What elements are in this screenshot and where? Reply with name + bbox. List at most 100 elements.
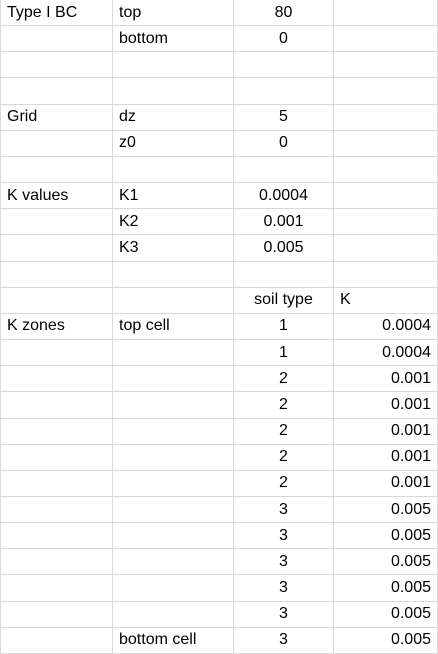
cell-r20-c3[interactable]: 3 [234,496,334,524]
cell-r22-c2[interactable] [113,549,234,576]
cell-r7-c2[interactable] [113,156,234,184]
cell-r1-c2[interactable]: top [113,0,234,27]
cell-r25-c2[interactable]: bottom cell [113,627,234,654]
cell-r24-c4[interactable]: 0.005 [334,601,438,628]
cell-r15-c3[interactable]: 2 [234,366,334,393]
cell-r19-c3[interactable]: 2 [234,470,334,497]
cell-r12-c3[interactable]: soil type [234,287,334,314]
cell-r17-c1[interactable] [0,418,113,445]
cell-r18-c4[interactable]: 0.001 [334,444,438,471]
cell-r14-c2[interactable] [113,340,234,367]
cell-r15-c1[interactable] [0,366,113,393]
cell-r14-c1[interactable] [0,340,113,367]
cell-r15-c2[interactable] [113,366,234,393]
cell-r23-c2[interactable] [113,575,234,602]
cell-r6-c3[interactable]: 0 [234,130,334,157]
cell-r25-c3[interactable]: 3 [234,627,334,654]
cell-r12-c4[interactable]: K [334,287,438,314]
cell-r23-c3[interactable]: 3 [234,575,334,602]
cell-r13-c2[interactable]: top cell [113,313,234,341]
cell-r8-c1[interactable]: K values [0,183,113,210]
cell-r6-c4[interactable] [334,130,438,157]
cell-r5-c2[interactable]: dz [113,104,234,131]
cell-r21-c3[interactable]: 3 [234,523,334,550]
cell-r15-c4[interactable]: 0.001 [334,366,438,393]
cell-r24-c2[interactable] [113,601,234,628]
cell-r8-c3[interactable]: 0.0004 [234,183,334,210]
cell-r24-c1[interactable] [0,601,113,628]
cell-r1-c1[interactable]: Type I BC [0,0,113,27]
cell-r11-c4[interactable] [334,261,438,288]
cell-r2-c3[interactable]: 0 [234,26,334,53]
cell-r18-c3[interactable]: 2 [234,444,334,471]
cell-r4-c4[interactable] [334,78,438,105]
cell-r21-c1[interactable] [0,523,113,550]
cell-r11-c3[interactable] [234,261,334,288]
cell-r20-c4[interactable]: 0.005 [334,496,438,524]
cell-r12-c2[interactable] [113,287,234,314]
cell-r1-c4[interactable] [334,0,438,27]
cell-r10-c4[interactable] [334,235,438,262]
cell-r16-c2[interactable] [113,392,234,419]
cell-r18-c1[interactable] [0,444,113,471]
cell-r7-c4[interactable] [334,156,438,184]
cell-r16-c1[interactable] [0,392,113,419]
cell-r20-c2[interactable] [113,496,234,524]
cell-r20-c1[interactable] [0,496,113,524]
cell-r8-c2[interactable]: K1 [113,183,234,210]
cell-r23-c1[interactable] [0,575,113,602]
cell-r10-c1[interactable] [0,235,113,262]
cell-r10-c2[interactable]: K3 [113,235,234,262]
cell-r14-c4[interactable]: 0.0004 [334,340,438,367]
cell-r9-c3[interactable]: 0.001 [234,209,334,236]
cell-r25-c4[interactable]: 0.005 [334,627,438,654]
cell-r7-c1[interactable] [0,156,113,184]
cell-r13-c4[interactable]: 0.0004 [334,313,438,341]
cell-r5-c1[interactable]: Grid [0,104,113,131]
cell-r19-c2[interactable] [113,470,234,497]
cell-r17-c2[interactable] [113,418,234,445]
cell-r3-c4[interactable] [334,52,438,79]
cell-r16-c3[interactable]: 2 [234,392,334,419]
cell-r2-c4[interactable] [334,26,438,53]
cell-r13-c3[interactable]: 1 [234,313,334,341]
cell-r10-c3[interactable]: 0.005 [234,235,334,262]
cell-r12-c1[interactable] [0,287,113,314]
cell-r1-c3[interactable]: 80 [234,0,334,27]
cell-r18-c2[interactable] [113,444,234,471]
cell-r7-c3[interactable] [234,156,334,184]
cell-r6-c2[interactable]: z0 [113,130,234,157]
cell-r11-c2[interactable] [113,261,234,288]
cell-r11-c1[interactable] [0,261,113,288]
cell-r23-c4[interactable]: 0.005 [334,575,438,602]
cell-r19-c4[interactable]: 0.001 [334,470,438,497]
cell-r24-c3[interactable]: 3 [234,601,334,628]
cell-r4-c3[interactable] [234,78,334,105]
cell-r3-c3[interactable] [234,52,334,79]
cell-r21-c4[interactable]: 0.005 [334,523,438,550]
cell-r9-c1[interactable] [0,209,113,236]
cell-r17-c4[interactable]: 0.001 [334,418,438,445]
cell-r5-c4[interactable] [334,104,438,131]
cell-r5-c3[interactable]: 5 [234,104,334,131]
cell-r21-c2[interactable] [113,523,234,550]
cell-r4-c1[interactable] [0,78,113,105]
cell-r3-c2[interactable] [113,52,234,79]
cell-r2-c1[interactable] [0,26,113,53]
cell-r4-c2[interactable] [113,78,234,105]
cell-r14-c3[interactable]: 1 [234,340,334,367]
cell-r22-c3[interactable]: 3 [234,549,334,576]
cell-r17-c3[interactable]: 2 [234,418,334,445]
cell-r9-c4[interactable] [334,209,438,236]
cell-r2-c2[interactable]: bottom [113,26,234,53]
cell-r6-c1[interactable] [0,130,113,157]
cell-r3-c1[interactable] [0,52,113,79]
cell-r19-c1[interactable] [0,470,113,497]
cell-r16-c4[interactable]: 0.001 [334,392,438,419]
cell-r13-c1[interactable]: K zones [0,313,113,341]
cell-r22-c1[interactable] [0,549,113,576]
cell-r9-c2[interactable]: K2 [113,209,234,236]
cell-r8-c4[interactable] [334,183,438,210]
cell-r22-c4[interactable]: 0.005 [334,549,438,576]
cell-r25-c1[interactable] [0,627,113,654]
